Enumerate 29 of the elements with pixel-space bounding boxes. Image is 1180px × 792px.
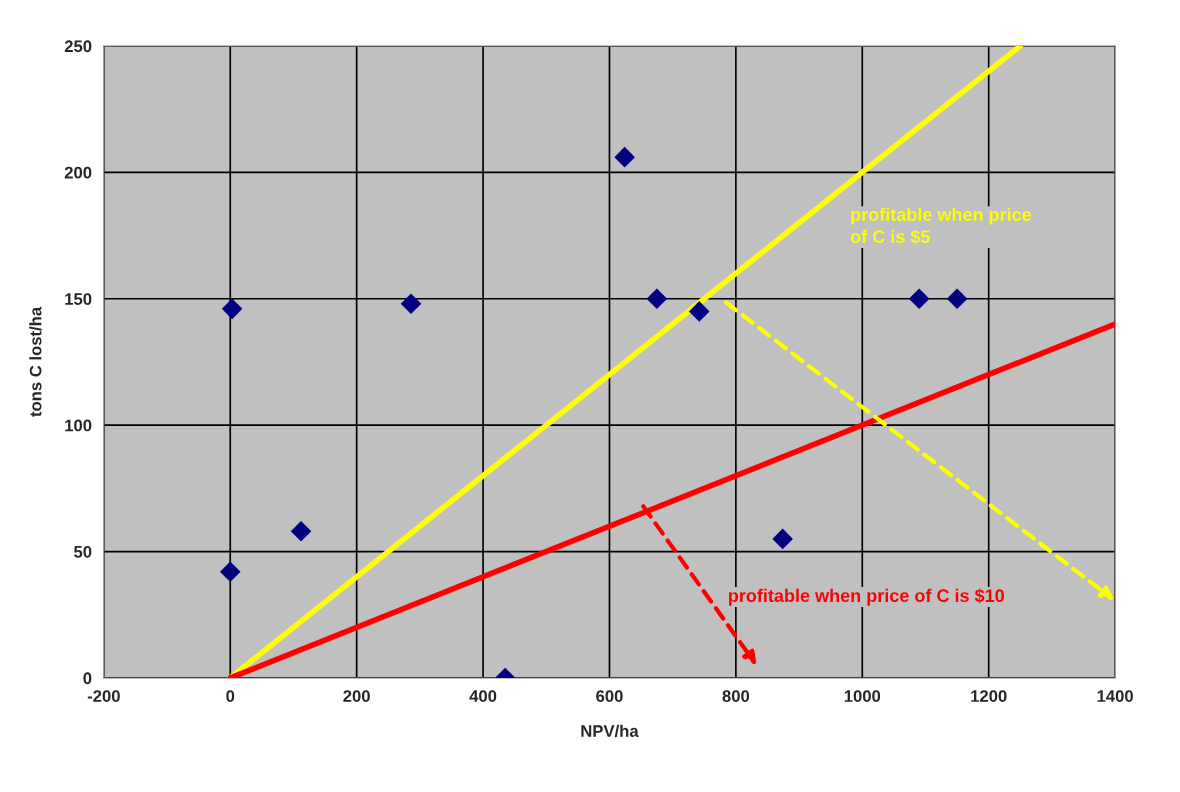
y-tick-label: 250 — [64, 40, 92, 53]
x-tick-label: 200 — [343, 690, 370, 702]
x-tick-label: 400 — [469, 690, 497, 702]
y-axis-title: tons C lost/ha — [29, 306, 42, 417]
y-tick-label: 150 — [65, 293, 92, 305]
x-tick-label: 0 — [226, 690, 235, 702]
x-tick-label: 1200 — [971, 690, 1007, 702]
point — [646, 288, 668, 310]
point — [400, 293, 422, 315]
point — [614, 146, 635, 168]
y-tick-label: 200 — [64, 166, 92, 179]
x-tick-label: 800 — [722, 690, 750, 702]
point — [219, 561, 241, 583]
x-tick-label: 1000 — [844, 690, 881, 702]
annotation: profitable when price of C is $10 — [728, 588, 1004, 606]
x-tick-label: -200 — [87, 690, 120, 702]
y-tick-label: 100 — [65, 419, 92, 432]
point — [688, 301, 710, 322]
x-tick-label: 1400 — [1097, 690, 1133, 702]
y-tick-label: 50 — [74, 545, 92, 558]
point — [772, 528, 793, 550]
point — [221, 298, 243, 320]
point — [908, 288, 930, 310]
point — [290, 521, 312, 542]
x-axis-title: NPV/ha — [581, 724, 639, 738]
y-tick-label: 0 — [83, 672, 92, 685]
point — [946, 288, 968, 310]
annotation: profitable when price of C is $5 — [850, 207, 1032, 245]
x-tick-label: 600 — [596, 690, 623, 702]
